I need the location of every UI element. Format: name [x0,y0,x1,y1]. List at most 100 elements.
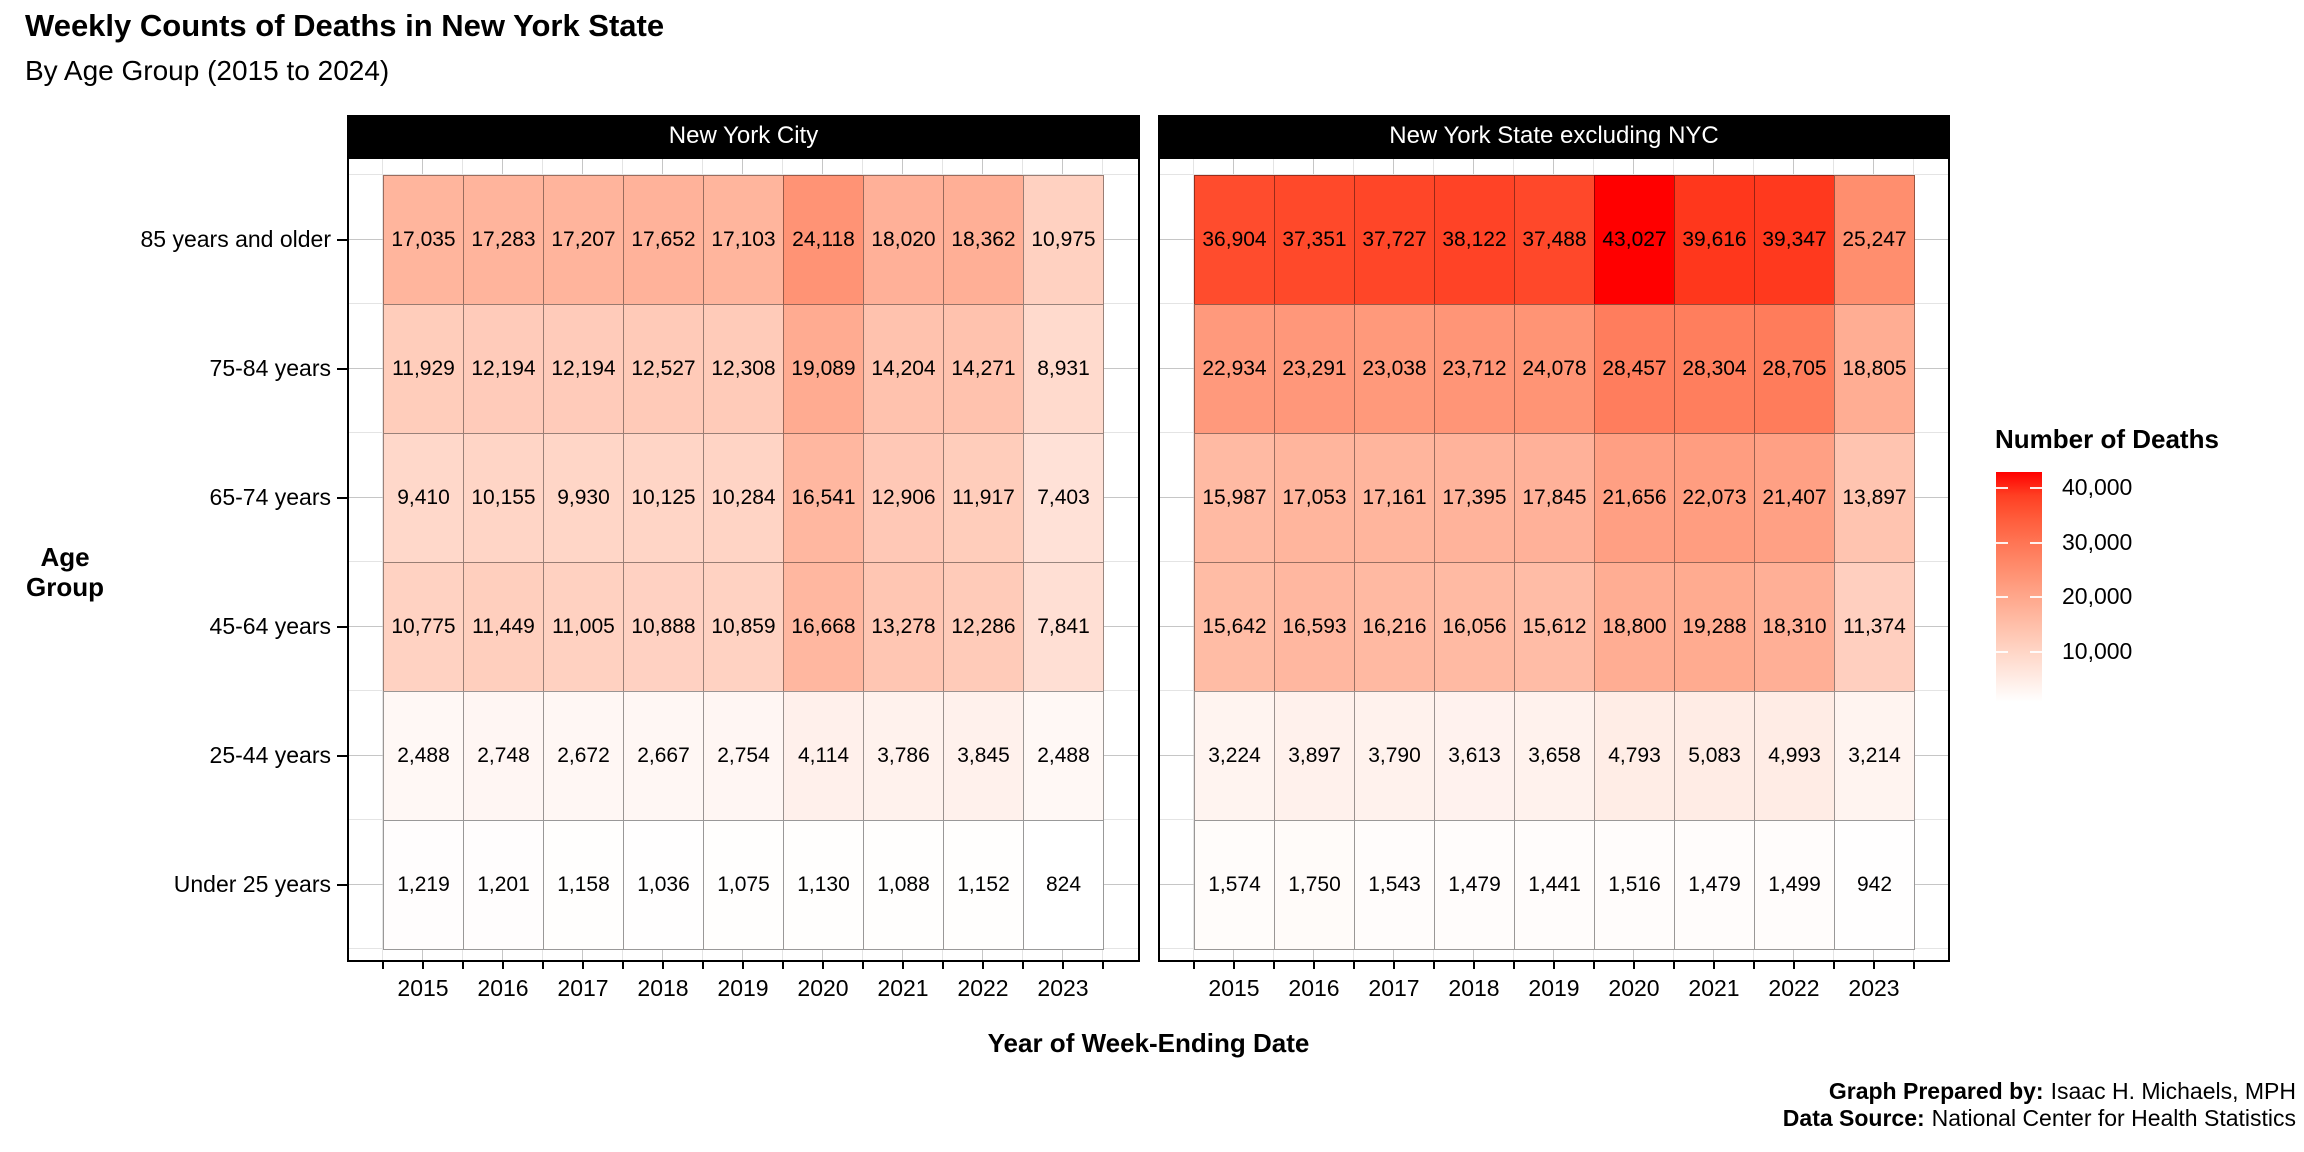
x-axis-label: 2023 [1037,975,1089,1001]
gridline-x-minor [382,159,383,960]
x-axis-tick [1313,962,1315,969]
x-axis-label: 2020 [1608,975,1660,1001]
gridline-y-minor [349,174,1138,175]
heatmap-cell: 4,793 [1594,691,1675,821]
x-axis-tick [1553,962,1555,969]
x-axis-tick [1393,962,1395,969]
heatmap-cell: 11,449 [463,562,544,692]
y-axis-tick [337,496,347,499]
heatmap-cell: 3,845 [943,691,1024,821]
heatmap-cell: 18,310 [1754,562,1835,692]
heatmap-cell: 23,291 [1274,304,1355,434]
heatmap-cell: 2,754 [703,691,784,821]
heatmap-cell: 12,194 [463,304,544,434]
x-axis-minor-tick [1022,962,1024,969]
heatmap-cell: 18,805 [1834,304,1915,434]
heatmap-cell: 2,667 [623,691,704,821]
heatmap-cell: 21,656 [1594,433,1675,563]
heatmap-cell: 1,516 [1594,820,1675,950]
heatmap-cell: 14,271 [943,304,1024,434]
heatmap-cell: 12,308 [703,304,784,434]
gridline-x-minor [1193,159,1194,960]
heatmap-cell: 3,224 [1194,691,1275,821]
x-axis-tick [1633,962,1635,969]
heatmap-cell: 2,748 [463,691,544,821]
legend-tick-mark [1996,541,2008,544]
heatmap-cell: 12,527 [623,304,704,434]
x-axis-label: 2021 [877,975,929,1001]
heatmap-cell: 4,993 [1754,691,1835,821]
y-axis-title-line2: Group [26,572,104,602]
legend-tick-mark [1996,487,2008,490]
x-axis-tick [1793,962,1795,969]
heatmap-cell: 18,020 [863,175,944,305]
heatmap-cell: 1,543 [1354,820,1435,950]
x-axis-minor-tick [1513,962,1515,969]
heatmap-cell: 3,786 [863,691,944,821]
heatmap-cell: 10,284 [703,433,784,563]
x-axis-minor-tick [382,962,384,969]
heatmap-cell: 1,075 [703,820,784,950]
x-axis-tick [1713,962,1715,969]
x-axis-minor-tick [782,962,784,969]
heatmap-cell: 16,216 [1354,562,1435,692]
heatmap-cell: 1,152 [943,820,1024,950]
legend-tick-mark [1996,650,2008,653]
legend-tick-mark [2030,596,2042,599]
x-axis-tick [422,962,424,969]
legend-gradient-bar [1996,472,2042,702]
chart-title: Weekly Counts of Deaths in New York Stat… [25,8,665,43]
legend-tick-label: 20,000 [2062,583,2133,610]
heatmap-cell: 37,488 [1514,175,1595,305]
footer-prepared-by-label: Graph Prepared by: [1828,1078,2044,1104]
heatmap-cell: 1,201 [463,820,544,950]
heatmap-cell: 942 [1834,820,1915,950]
y-axis-tick [337,754,347,757]
heatmap-cell: 10,975 [1023,175,1104,305]
heatmap-cell: 1,130 [783,820,864,950]
y-axis-tick [337,625,347,628]
heatmap-cell: 4,114 [783,691,864,821]
legend-tick-label: 30,000 [2062,528,2133,555]
x-axis-label: 2022 [957,975,1009,1001]
x-axis-tick [1873,962,1875,969]
x-axis-minor-tick [1593,962,1595,969]
heatmap-cell: 9,410 [383,433,464,563]
x-axis-minor-tick [462,962,464,969]
y-axis-label: Under 25 years [173,870,331,897]
heatmap-cell: 3,214 [1834,691,1915,821]
heatmap-cell: 17,283 [463,175,544,305]
heatmap-cell: 14,204 [863,304,944,434]
heatmap-cell: 1,441 [1514,820,1595,950]
x-axis-minor-tick [702,962,704,969]
y-axis-title-line1: Age [40,542,90,572]
x-axis-label: 2020 [797,975,849,1001]
x-axis-tick [822,962,824,969]
x-axis-minor-tick [942,962,944,969]
x-axis-tick [582,962,584,969]
x-axis-minor-tick [1273,962,1275,969]
x-axis-label: 2018 [637,975,689,1001]
heatmap-cell: 12,906 [863,433,944,563]
x-axis-tick [902,962,904,969]
x-axis-minor-tick [1833,962,1835,969]
heatmap-cell: 1,574 [1194,820,1275,950]
x-axis-minor-tick [542,962,544,969]
x-axis-minor-tick [862,962,864,969]
x-axis-label: 2021 [1688,975,1740,1001]
heatmap-cell: 17,103 [703,175,784,305]
x-axis-tick [662,962,664,969]
heatmap-cell: 43,027 [1594,175,1675,305]
heatmap-cell: 28,304 [1674,304,1755,434]
heatmap-cell: 1,088 [863,820,944,950]
heatmap-cell: 28,457 [1594,304,1675,434]
heatmap-cell: 12,194 [543,304,624,434]
panel-new-york-city: New York City 17,035 17,283 17,207 17,652 17… [347,115,1140,1010]
x-axis-tick [502,962,504,969]
heatmap-cell: 7,841 [1023,562,1104,692]
x-axis-label: 2015 [1208,975,1260,1001]
heatmap-cell: 23,712 [1434,304,1515,434]
heatmap-cell: 24,118 [783,175,864,305]
heatmap-cell: 10,888 [623,562,704,692]
